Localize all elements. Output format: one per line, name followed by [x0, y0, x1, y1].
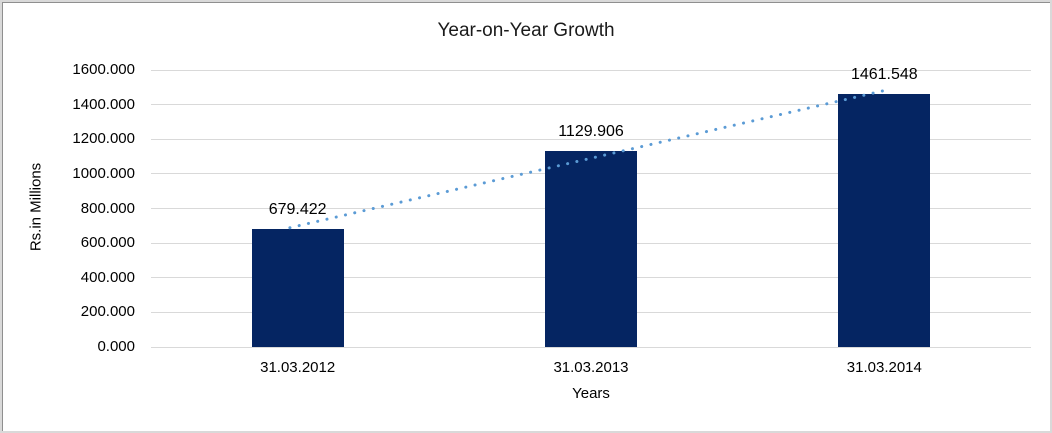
- chart-title: Year-on-Year Growth: [437, 20, 615, 41]
- bar: [838, 93, 931, 347]
- x-tick-label: 31.03.2012: [260, 359, 336, 376]
- bar: [545, 151, 637, 347]
- y-tick-label: 1600.000: [72, 61, 135, 78]
- y-tick-label: 800.000: [80, 199, 135, 217]
- y-tick-label: 400.000: [80, 268, 135, 286]
- y-tick-label: 200.000: [80, 303, 135, 321]
- bar-value-label: 679.422: [268, 201, 327, 219]
- y-tick-label: 600.000: [80, 234, 135, 252]
- x-tick-label: 31.03.2014: [846, 359, 922, 376]
- y-tick-label: 0.000: [97, 338, 135, 355]
- y-tick-label: 1200.000: [72, 130, 135, 148]
- y-tick-label: 1400.000: [72, 95, 135, 113]
- bar-value-label: 1129.906: [558, 123, 624, 141]
- y-tick-label: 1000.000: [72, 164, 135, 182]
- gridline: [151, 346, 1031, 348]
- y-axis-title: Rs.in Millions: [27, 162, 45, 252]
- bar-value-label: 1461.548: [850, 65, 918, 83]
- bar: [251, 229, 344, 347]
- gridline: [151, 69, 1031, 71]
- x-tick-label: 31.03.2013: [553, 359, 629, 376]
- x-axis-title: Years: [572, 385, 610, 402]
